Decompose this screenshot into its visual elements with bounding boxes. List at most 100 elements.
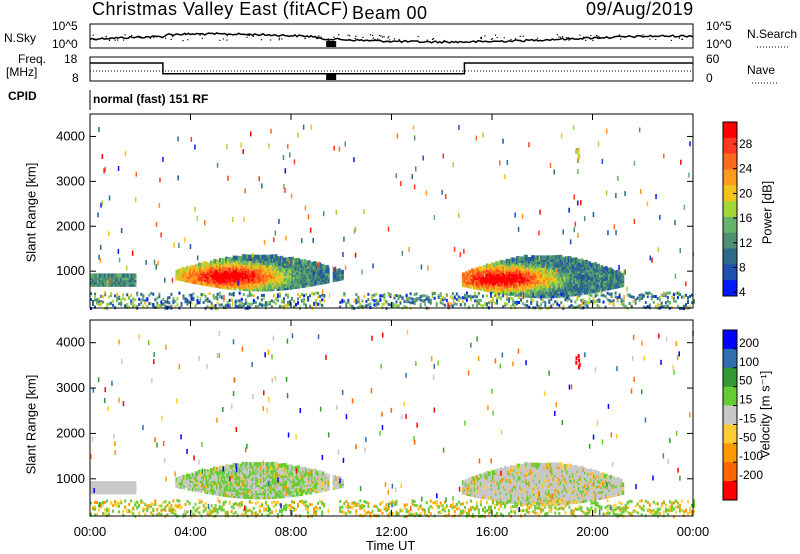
power-speckle: [99, 257, 102, 263]
power-speckle: [463, 248, 465, 254]
noise-search-dot: [514, 38, 517, 40]
noise-search-dot: [185, 34, 187, 36]
vel-cell: [176, 477, 180, 483]
power-cell: [261, 254, 264, 260]
power-ground-cell: [373, 299, 376, 303]
power-speckle: [287, 143, 289, 149]
noise-search-dot: [141, 37, 143, 39]
power-ground-cell: [431, 292, 434, 296]
power-ground-cell: [393, 296, 396, 300]
power-cell: [552, 255, 555, 260]
power-ground-cell: [202, 301, 205, 304]
power-ground-cell: [238, 299, 241, 303]
noise-search-dot: [480, 37, 482, 39]
power-speckle: [333, 145, 335, 151]
noise-search-dot: [372, 37, 374, 39]
power-cell: [247, 254, 251, 259]
power-cell: [183, 271, 186, 276]
power-ground-cell: [367, 298, 370, 302]
power-ground-cell: [562, 291, 565, 295]
power-cell: [213, 275, 216, 280]
power-ground-cell: [471, 295, 474, 299]
power-cell: [204, 261, 207, 266]
power-cell: [256, 254, 260, 260]
power-speckle: [615, 193, 617, 199]
power-ground-cell: [664, 304, 667, 308]
power-ground-cell: [375, 302, 378, 306]
noise-search-dot: [246, 36, 248, 38]
noise-search-dot: [222, 38, 225, 40]
vel-cell: [277, 494, 281, 499]
power-ground-cell: [526, 304, 529, 308]
power-ground-cell: [564, 294, 567, 298]
power-cell: [570, 274, 573, 279]
power-ground-cell: [96, 298, 98, 302]
vel-cell: [192, 483, 195, 488]
vel-cell: [253, 486, 257, 492]
noise-search-dot: [585, 39, 587, 41]
power-ground-cell: [130, 299, 133, 303]
vel-cell: [202, 468, 206, 474]
noise-search-dot: [590, 35, 592, 37]
power-ground-cell: [572, 291, 575, 295]
power-ground-cell: [210, 301, 213, 305]
power-ground-cell: [118, 295, 121, 299]
noise-search-dot: [558, 36, 560, 38]
power-cell: [303, 259, 307, 264]
power-cell: [549, 269, 552, 274]
power-ground-cell: [106, 303, 109, 306]
vel-cell: [261, 472, 264, 477]
power-ground-cell: [156, 296, 159, 300]
power-cell: [487, 288, 491, 293]
power-cell: [525, 254, 528, 260]
vel-cell: [280, 485, 284, 491]
power-cell: [225, 270, 228, 276]
cpid-text: normal (fast) 151 RF: [93, 92, 209, 106]
power-speckle: [358, 298, 361, 304]
power-ground-cell: [305, 303, 308, 307]
power-speckle: [606, 128, 608, 134]
power-ground-cell: [240, 305, 243, 309]
power-speckle: [250, 131, 252, 137]
power-ground-cell: [646, 305, 649, 309]
power-ground-cell: [423, 294, 426, 298]
power-cell: [522, 286, 525, 292]
power-ground-cell: [281, 305, 283, 309]
power-ground-cell: [691, 301, 693, 305]
power-speckle: [117, 248, 120, 254]
power-speckle: [580, 200, 582, 206]
power-cell: [466, 275, 469, 280]
power-cell: [501, 260, 504, 265]
power-ground-cell: [128, 305, 131, 309]
power-speckle: [459, 252, 462, 258]
power-speckle: [101, 200, 103, 206]
power-cell: [116, 275, 119, 281]
power-cell: [123, 275, 126, 281]
power-ground-cell: [672, 293, 675, 297]
vel-cell: [223, 466, 227, 471]
power-speckle: [422, 155, 424, 161]
noise-search-dot: [278, 37, 281, 39]
power-ground-cell: [132, 301, 135, 305]
power-ground-cell: [297, 301, 299, 305]
noise-search-dot: [598, 36, 600, 38]
power-speckle: [688, 172, 690, 178]
power-ground-cell: [628, 294, 631, 298]
vel-cell: [274, 486, 278, 491]
noise-search-dot: [596, 34, 598, 37]
vel-cell: [208, 486, 212, 491]
power-ground-cell: [439, 294, 442, 298]
power-cell: [219, 270, 222, 275]
power-ground-cell: [413, 302, 416, 305]
noise-search-dot: [417, 35, 419, 38]
vel-cell: [211, 470, 215, 475]
power-ground-cell: [693, 299, 695, 303]
noise-sky-label: N.Sky: [4, 31, 37, 45]
power-speckle: [657, 247, 660, 253]
power-cell: [541, 275, 545, 281]
power-cell: [240, 256, 243, 261]
power-cell: [249, 254, 252, 259]
power-ground-cell: [272, 294, 275, 298]
noise-search-dot: [480, 38, 482, 40]
power-ground-cell: [687, 296, 689, 300]
